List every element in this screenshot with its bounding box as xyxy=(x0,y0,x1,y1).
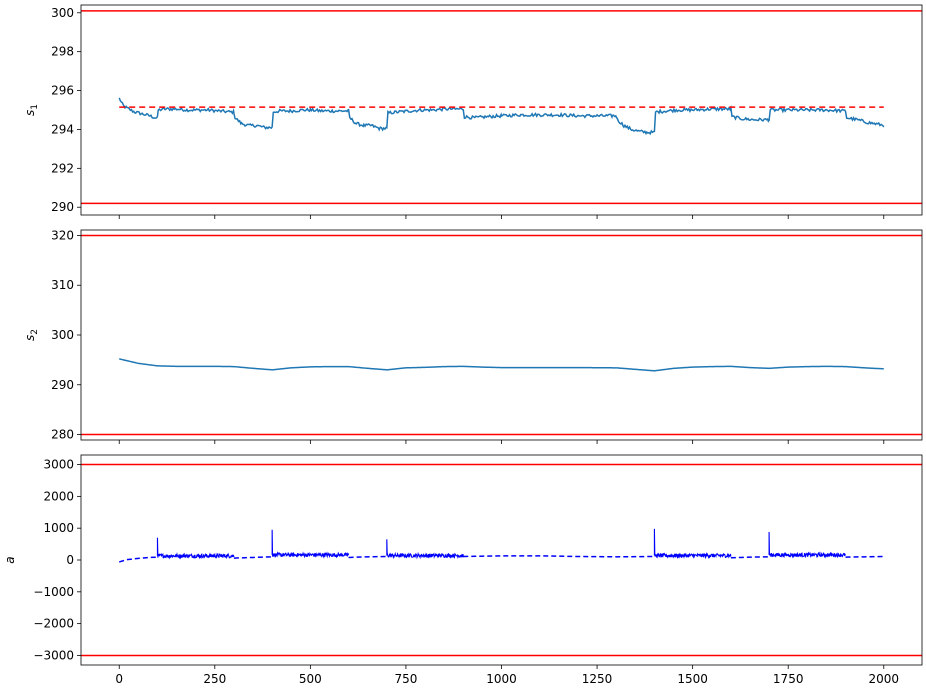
axes-frame-2 xyxy=(80,229,923,441)
subplot-2: 280 290 300 310 320 s2 xyxy=(23,228,923,444)
y-tick-label: 296 xyxy=(51,84,74,98)
series-1-segment-4 xyxy=(463,555,655,558)
series-2-burst-2 xyxy=(271,529,350,559)
y-tick-label: 1000 xyxy=(43,521,74,535)
x-tick-label: 750 xyxy=(394,672,417,686)
plot-area-1 xyxy=(81,10,922,205)
subplot-3: 0 250 500 750 1000 1250 1500 1750 2000 −3000 −2000… xyxy=(3,454,923,686)
series-1-segment-3 xyxy=(348,555,387,559)
y-axis-label-subscript: 1 xyxy=(30,104,40,110)
series-2-burst-5 xyxy=(768,531,846,559)
plot-area-3 xyxy=(81,463,922,657)
axes-frame-3 xyxy=(80,454,923,666)
series-2-burst-4 xyxy=(653,528,732,560)
x-tick-label: 0 xyxy=(115,672,123,686)
y-axis-label-subscript: 2 xyxy=(30,329,40,335)
series-1-line xyxy=(118,97,885,136)
x-tick-label: 1750 xyxy=(773,672,804,686)
series-1-line xyxy=(119,358,884,372)
y-tick-label: 300 xyxy=(51,6,74,20)
x-tick-label: 2000 xyxy=(868,672,899,686)
y-tick-label: 300 xyxy=(51,328,74,342)
y-tick-label: 298 xyxy=(51,45,74,59)
series-2-burst-3 xyxy=(386,539,464,560)
series-1-segment-2 xyxy=(233,556,273,559)
y-tick-label: 0 xyxy=(66,553,74,567)
y-tick-label: −3000 xyxy=(33,648,74,662)
series-1-segment-5 xyxy=(730,556,770,559)
y-tick-label: 2000 xyxy=(43,489,74,503)
x-tick-label: 250 xyxy=(203,672,226,686)
y-tick-label: 3000 xyxy=(43,458,74,472)
plot-area-2 xyxy=(81,234,922,436)
y-tick-label: −1000 xyxy=(33,585,74,599)
x-tick-label: 500 xyxy=(299,672,322,686)
y-tick-label: 280 xyxy=(51,428,74,442)
x-tick-label: 1500 xyxy=(677,672,708,686)
x-tick-label: 1000 xyxy=(486,672,517,686)
y-tick-label: −2000 xyxy=(33,617,74,631)
subplot-1: 290 292 294 296 298 300 s1 xyxy=(23,4,923,219)
series-1-segment-6 xyxy=(845,555,884,558)
x-tick-label: 1250 xyxy=(582,672,613,686)
y-tick-label: 290 xyxy=(51,200,74,214)
y-axis-label-1: s1 xyxy=(23,104,40,116)
y-tick-label: 320 xyxy=(51,228,74,242)
y-tick-label: 292 xyxy=(51,161,74,175)
y-axis-label-3: a xyxy=(3,556,17,563)
y-tick-label: 310 xyxy=(51,278,74,292)
y-axis-label-2: s2 xyxy=(23,329,40,341)
series-2-burst-1 xyxy=(156,537,235,560)
y-tick-label: 290 xyxy=(51,378,74,392)
series-1-segment-1 xyxy=(119,556,158,563)
y-tick-label: 294 xyxy=(51,122,74,136)
